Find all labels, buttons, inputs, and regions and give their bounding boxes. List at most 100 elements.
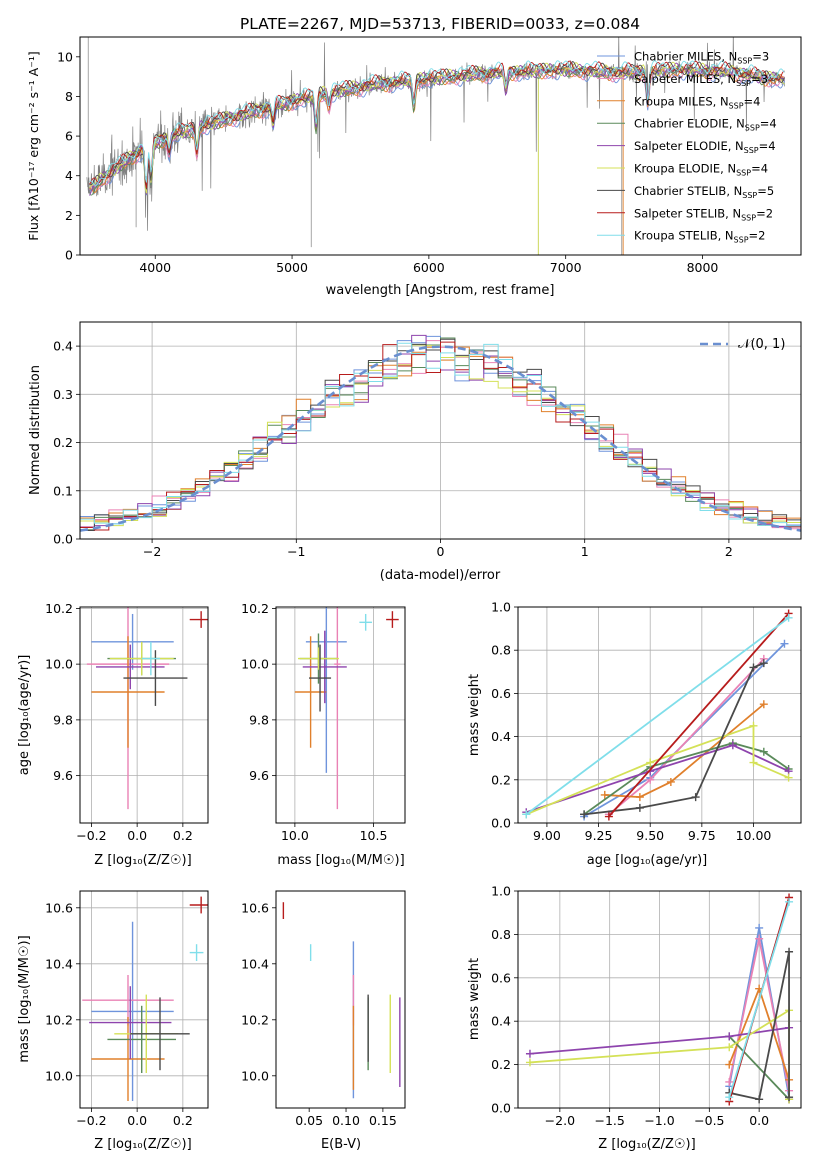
model-spectrum [89,60,785,186]
legend-entry: Kroupa ELODIE, NSSP=4 [634,162,768,178]
legend-subscript: SSP [742,191,757,200]
error-bar-point [294,636,327,748]
weight-marker [780,639,789,648]
legend-subscript: SSP [737,57,752,66]
legend-suffix: =4 [759,139,776,153]
mass-vs-ebv-panel: 0.05 0.10 0.15 10.0 10.2 10.4 10.6 [241,890,406,1128]
x-tick-label: −1 [287,544,305,559]
y-tick-label: 10.0 [45,657,73,672]
x-tick-label: −1.5 [594,1113,624,1128]
plot-area [282,902,401,1099]
x-tick-label: −2 [143,544,161,559]
legend-suffix: =4 [760,117,777,131]
y-tick-label: 9.8 [249,712,269,727]
axes: 0.05 0.10 0.15 10.0 10.2 10.4 10.6 [241,890,406,1128]
x-tick-label: −1.0 [644,1113,674,1128]
weight-marker [785,1093,794,1102]
normal-curve [80,345,801,532]
y-tick-label: 0.0 [53,532,73,547]
weight-marker [666,777,675,786]
legend-suffix: =4 [751,162,768,176]
legend-suffix: =2 [756,206,773,220]
model-spectrum [89,65,785,194]
y-tick-label: 0.0 [491,816,511,831]
y-tick-label: 1.0 [491,600,511,615]
legend-suffix: =3 [752,50,769,64]
y-tick-label: 4 [65,168,73,183]
x-tick-label: 10.00 [736,828,772,843]
y-tick-label: 0.4 [53,339,73,354]
mass-z-xlabel: Z [log₁₀(Z/Z☉)] [94,1137,191,1152]
y-tick-label: 0.4 [491,729,511,744]
axes-frame [79,36,802,256]
weight-line [583,662,765,816]
y-tick-label: 10.2 [241,601,269,616]
x-tick-label: 0.15 [369,1113,397,1128]
y-tick-label: 9.8 [53,712,73,727]
error-bar-point [305,607,347,773]
axes: 10.0 10.5 9.6 9.8 10.0 10.2 [241,601,406,843]
weight-marker [646,775,655,784]
error-bar-point [130,997,190,1071]
plot-area [86,607,208,810]
error-bar-point [189,611,208,628]
weight-marker [635,803,644,812]
weight-marker [755,934,764,943]
plot-area [82,896,208,1101]
age-mass-xlabel: mass [log₁₀(M/M☉)] [277,853,404,868]
y-tick-label: 0.4 [491,1014,511,1029]
weight-line [608,612,790,818]
axes-frame [79,321,802,540]
x-tick-label: −2.0 [545,1113,575,1128]
legend-entry: Salpeter MILES, NSSP=3 [634,72,768,88]
x-tick-label: −0.5 [694,1113,724,1128]
grid [276,607,405,823]
legend-subscript: SSP [734,236,749,245]
weight-line [728,901,790,1098]
spectrum-panel: 4000 5000 6000 7000 8000 0 2 4 6 8 10 Chabrier MILE… [57,36,802,275]
mass-vs-metallicity-panel: −0.2 0.0 0.2 10.0 10.2 10.4 10.6 [45,890,209,1128]
weight-marker [785,947,794,956]
y-tick-label: 0.2 [53,435,73,450]
weight-marker [522,810,531,819]
y-tick-label: 0.1 [53,483,73,498]
error-bar-point [107,1005,176,1073]
y-tick-label: 6 [65,129,73,144]
error-bar-point [91,613,174,670]
x-tick-label: 0.2 [173,1113,193,1128]
y-tick-label: 0 [65,248,73,263]
plot-area [86,37,785,255]
x-tick-label: 9.75 [688,828,716,843]
error-bar-point [302,630,347,704]
legend-subscript: SSP [736,79,751,88]
weight-series [580,659,768,819]
weight-marker [725,1043,734,1052]
weight-line [728,1035,790,1100]
weight-marker [749,721,758,730]
x-tick-label: 7000 [550,260,582,275]
x-tick-label: 5000 [276,260,308,275]
weight-series [522,613,793,819]
legend-suffix: =4 [744,94,761,108]
legend-subscript: SSP [741,213,756,222]
mass-weight-vs-age-panel: 9.00 9.25 9.50 9.75 10.00 0.0 0.2 0.4 0.6 0.8 1.0 [491,600,802,843]
weight-z-xlabel: Z [log₁₀(Z/Z☉)] [598,1137,695,1152]
y-tick-label: 1.0 [491,884,511,899]
axes: −2.0 −1.5 −1.0 −0.5 0.0 0.0 0.2 0.4 0.6 0.8 1.0 [491,884,802,1128]
y-tick-label: 10 [57,49,73,64]
weight-marker [759,747,768,756]
x-tick-label: 9.00 [533,828,561,843]
legend-entry: Chabrier MILES, NSSP=3 [634,50,769,66]
y-tick-label: 10.0 [241,657,269,672]
legend-entry: Chabrier ELODIE, NSSP=4 [634,117,777,133]
legend-subscript: SSP [729,101,744,110]
x-tick-label: 0.0 [127,1113,147,1128]
axes: −0.2 0.0 0.2 10.0 10.2 10.4 10.6 [45,890,209,1128]
y-tick-label: 0.0 [491,1101,511,1116]
y-tick-label: 0.8 [491,927,511,942]
error-bar-point [334,607,341,810]
model-spectrum [89,64,785,196]
error-bar-point [386,611,399,628]
spectrum-legend: Chabrier MILES, NSSP=3 Salpeter MILES, NS… [597,50,777,245]
